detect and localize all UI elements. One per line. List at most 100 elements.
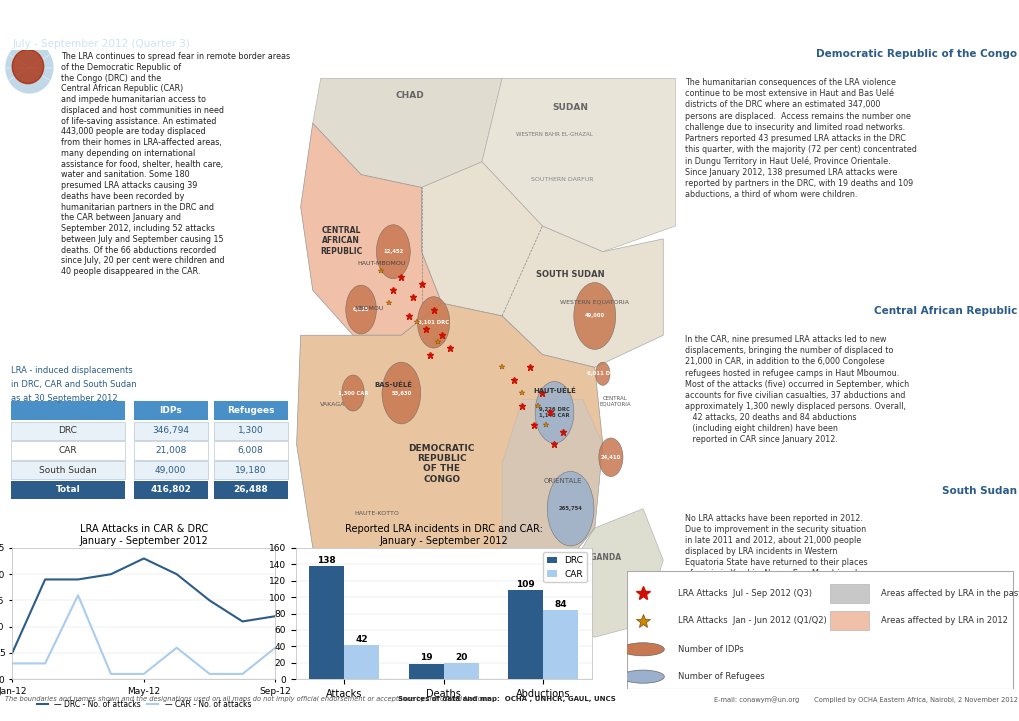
Text: BAS-UÉLÉ: BAS-UÉLÉ [374,381,412,388]
Text: 9,226 DRC
1,143 CAR: 9,226 DRC 1,143 CAR [539,407,570,417]
Text: 6,525: 6,525 [353,307,369,312]
Text: Areas affected by LRA in the past: Areas affected by LRA in the past [879,589,1019,598]
Text: Number of IDPs: Number of IDPs [678,645,743,654]
FancyBboxPatch shape [213,461,287,479]
Circle shape [382,362,420,424]
Text: 49,000: 49,000 [584,314,604,319]
Circle shape [598,438,623,477]
Text: MBOMOU: MBOMOU [355,306,383,311]
Text: Number of Refugees: Number of Refugees [678,672,764,681]
Circle shape [376,225,410,279]
Text: DEMOCRATIC
REPUBLIC
OF THE
CONGO: DEMOCRATIC REPUBLIC OF THE CONGO [408,443,475,484]
Circle shape [417,296,449,348]
Legend: — DRC - No. of attacks, — CAR - No. of attacks: — DRC - No. of attacks, — CAR - No. of a… [34,697,254,712]
Text: 1,300 CAR: 1,300 CAR [337,391,368,396]
Text: South Sudan: South Sudan [941,486,1016,496]
Circle shape [574,283,615,350]
Bar [543,610,578,679]
FancyBboxPatch shape [11,481,125,499]
Bar [409,663,443,679]
FancyBboxPatch shape [213,422,287,440]
Title: LRA Attacks in CAR & DRC
January - September 2012: LRA Attacks in CAR & DRC January - Septe… [79,524,208,546]
Text: 21,008: 21,008 [155,446,186,455]
Polygon shape [482,79,675,252]
Text: 19,180: 19,180 [234,466,266,474]
Text: SOUTH SUDAN: SOUTH SUDAN [536,270,604,280]
Circle shape [546,472,593,546]
Text: CHAD: CHAD [394,91,423,99]
FancyBboxPatch shape [213,441,287,460]
Title: Reported LRA incidents in DRC and CAR:
January - September 2012: Reported LRA incidents in DRC and CAR: J… [344,524,542,546]
Bar [443,663,478,679]
Text: Central African Republic: Central African Republic [872,306,1016,317]
FancyBboxPatch shape [133,481,208,499]
Polygon shape [542,509,662,637]
Text: 6,101 DRC: 6,101 DRC [418,320,448,325]
Circle shape [12,50,44,84]
Circle shape [595,362,609,385]
Text: 416,802: 416,802 [150,485,191,495]
Circle shape [621,642,663,656]
Polygon shape [297,303,602,637]
Text: The boundaries and names shown and the designations used on all maps do not impl: The boundaries and names shown and the d… [5,696,491,702]
Text: LRA - induced displacements: LRA - induced displacements [11,366,132,374]
Text: Areas affected by LRA in 2012: Areas affected by LRA in 2012 [879,616,1007,625]
Text: South Sudan: South Sudan [39,466,97,474]
Text: WESTERN EQUATORIA: WESTERN EQUATORIA [559,299,629,304]
Text: 346,794: 346,794 [152,426,190,435]
Text: LRA Attacks  Jul - Sep 2012 (Q3): LRA Attacks Jul - Sep 2012 (Q3) [678,589,811,598]
Text: CENTRAL
EQUATORIA: CENTRAL EQUATORIA [598,396,630,407]
Text: VAKAGA: VAKAGA [320,402,345,407]
Polygon shape [501,399,602,592]
Text: The humanitarian consequences of the LRA violence
continue to be most extensive : The humanitarian consequences of the LRA… [685,79,916,199]
Text: 1,300: 1,300 [237,426,263,435]
FancyBboxPatch shape [213,481,287,499]
FancyBboxPatch shape [11,441,125,460]
Bar [343,645,379,679]
Text: HAUTE-KOTTO: HAUTE-KOTTO [355,511,399,516]
Text: 24,410: 24,410 [600,455,621,460]
FancyBboxPatch shape [829,611,868,630]
Legend: DRC, CAR: DRC, CAR [542,552,587,583]
Text: Democratic Republic of the Congo: Democratic Republic of the Congo [815,49,1016,59]
Text: ⊙: ⊙ [927,10,948,34]
Text: Sources of data and map:  OCHA , UNHCR, GAUL, UNCS: Sources of data and map: OCHA , UNHCR, G… [397,696,614,702]
Text: Total: Total [55,485,81,495]
Circle shape [621,670,663,684]
Text: UGANDA: UGANDA [584,553,621,562]
Text: HAUT-UÉLÉ: HAUT-UÉLÉ [533,388,576,394]
Text: as at 30 September 2012: as at 30 September 2012 [11,394,117,402]
Text: 6,011 DRC: 6,011 DRC [587,371,618,376]
Text: HAUT-MBOMOU: HAUT-MBOMOU [357,260,405,265]
Text: SUDAN: SUDAN [552,103,588,112]
Circle shape [345,285,376,334]
Text: Central African Republic, DR Congo and South Sudan: Central African Republic, DR Congo and S… [194,14,626,29]
FancyBboxPatch shape [11,401,125,420]
Circle shape [618,6,1019,37]
Text: 53,630: 53,630 [391,391,411,396]
Polygon shape [301,123,441,335]
Text: in DRC, CAR and South Sudan: in DRC, CAR and South Sudan [11,379,137,389]
Text: 000: 000 [636,647,649,652]
Text: In the CAR, nine presumed LRA attacks led to new
displacements, bringing the num: In the CAR, nine presumed LRA attacks le… [685,335,909,444]
Text: TSHOPO: TSHOPO [461,653,486,658]
FancyBboxPatch shape [11,461,125,479]
Text: WESTERN BAHR EL-GHAZAL: WESTERN BAHR EL-GHAZAL [516,132,592,137]
Text: ORIENTALE: ORIENTALE [543,478,581,484]
Text: Refugees: Refugees [227,406,274,415]
Text: 138: 138 [317,556,335,565]
Text: 20: 20 [454,653,467,662]
Text: 109: 109 [516,580,535,588]
Text: 19: 19 [420,653,432,663]
Text: 42: 42 [355,634,368,644]
Text: LRA Attacks  Jan - Jun 2012 (Q1/Q2): LRA Attacks Jan - Jun 2012 (Q1/Q2) [678,616,825,625]
Text: 49,000: 49,000 [155,466,186,474]
Text: 12,452: 12,452 [383,249,404,255]
Text: LRA Regional Update:: LRA Regional Update: [12,14,209,29]
Bar [309,566,343,679]
FancyBboxPatch shape [829,584,868,603]
Text: OCHA: OCHA [933,13,990,31]
Text: IDPs: IDPs [159,406,182,415]
FancyBboxPatch shape [133,461,208,479]
Circle shape [341,375,364,411]
